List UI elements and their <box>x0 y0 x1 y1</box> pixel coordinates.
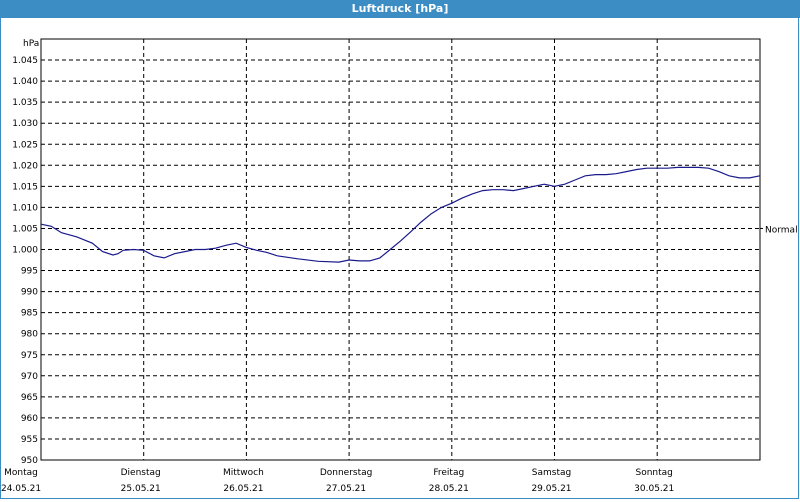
y-tick-label: 1.000 <box>12 246 38 256</box>
x-tick-day: Montag <box>4 468 38 478</box>
chart-title: Luftdruck [hPa] <box>0 0 800 18</box>
x-tick-date: 26.05.21 <box>223 484 263 494</box>
y-tick-label: 990 <box>21 288 38 298</box>
y-tick-label: 975 <box>21 351 38 361</box>
y-tick-label: 950 <box>21 456 38 466</box>
y-tick-label: 1.035 <box>12 98 38 108</box>
y-tick-label: 965 <box>21 393 38 403</box>
x-tick-day: Samstag <box>532 468 571 478</box>
y-tick-label: 1.045 <box>12 56 38 66</box>
y-tick-label: 985 <box>21 309 38 319</box>
x-tick-date: 25.05.21 <box>121 484 161 494</box>
y-tick-label: 960 <box>21 414 38 424</box>
y-tick-label: 1.005 <box>12 224 38 234</box>
y-tick-label: 955 <box>21 435 38 445</box>
y-tick-label: 1.025 <box>12 140 38 150</box>
y-axis-label: hPa <box>23 39 39 49</box>
reference-label: Normal <box>765 225 798 235</box>
x-tick-day: Donnerstag <box>320 468 373 478</box>
x-tick-date: 29.05.21 <box>531 484 571 494</box>
pressure-chart: 1.045 1.040 1.035 1.030 1.025 1.020 1.015 1.010… <box>1 38 798 494</box>
y-tick-label: 1.010 <box>12 203 38 213</box>
y-tick-label: 970 <box>21 372 38 382</box>
chart-frame: 1.045 1.040 1.035 1.030 1.025 1.020 1.015 1.010… <box>0 18 799 499</box>
x-tick-date: 30.05.21 <box>634 484 674 494</box>
y-tick-label: 1.040 <box>12 77 38 87</box>
x-tick-day: Sonntag <box>636 468 673 478</box>
x-tick-day: Freitag <box>433 468 464 478</box>
x-tick-day: Mittwoch <box>223 468 264 478</box>
x-tick-day: Dienstag <box>121 468 161 478</box>
x-tick-date: 24.05.21 <box>1 484 41 494</box>
y-tick-label: 1.015 <box>12 182 38 192</box>
y-tick-label: 1.030 <box>12 119 38 129</box>
y-tick-label: 980 <box>21 330 38 340</box>
y-tick-label: 995 <box>21 267 38 277</box>
y-tick-label: 1.020 <box>12 161 38 171</box>
x-tick-date: 27.05.21 <box>326 484 366 494</box>
pressure-series-line <box>40 166 761 263</box>
x-tick-date: 28.05.21 <box>429 484 469 494</box>
